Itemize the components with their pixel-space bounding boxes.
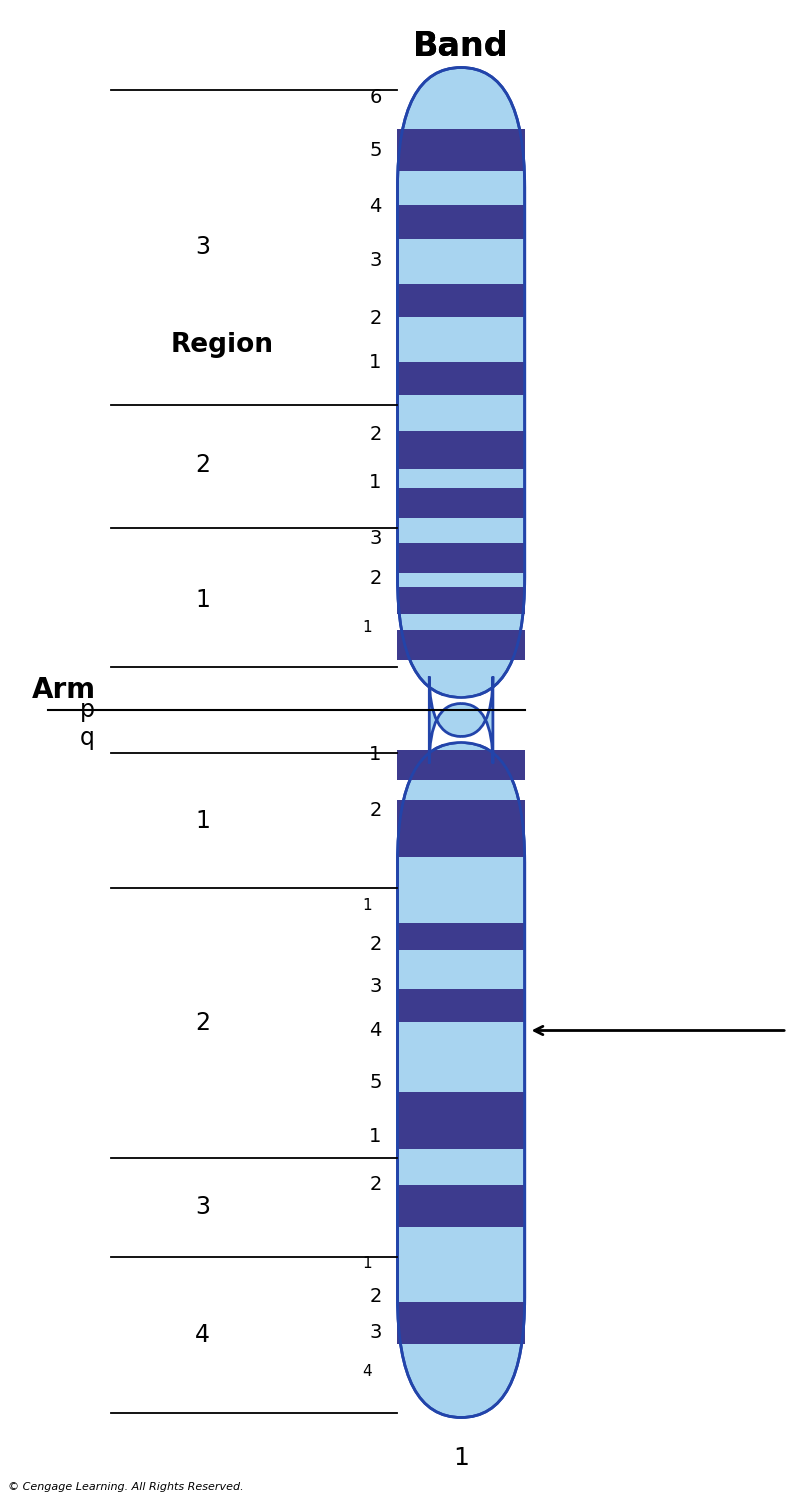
Text: 6: 6 — [369, 88, 382, 106]
Text: 1: 1 — [363, 898, 372, 914]
Text: Band: Band — [413, 30, 509, 63]
FancyBboxPatch shape — [429, 676, 493, 764]
Bar — [398, 362, 525, 394]
Text: 2: 2 — [369, 1176, 382, 1194]
Text: 2: 2 — [196, 453, 210, 477]
Text: 3: 3 — [369, 1323, 382, 1341]
Text: 2: 2 — [369, 801, 382, 819]
Text: Arm: Arm — [32, 676, 96, 703]
Bar — [398, 696, 525, 744]
Text: 3: 3 — [369, 530, 382, 548]
Text: 1: 1 — [196, 808, 210, 832]
Text: 3: 3 — [196, 1196, 210, 1219]
Text: 2: 2 — [369, 936, 382, 954]
Text: 1: 1 — [196, 588, 210, 612]
Text: 1: 1 — [369, 474, 382, 492]
Bar — [398, 586, 525, 613]
Bar — [398, 432, 525, 468]
Text: 4: 4 — [196, 1323, 210, 1347]
Bar — [398, 630, 525, 660]
Bar — [398, 284, 525, 316]
Bar — [398, 129, 525, 171]
Text: 5: 5 — [369, 1074, 382, 1092]
Bar — [398, 1302, 525, 1344]
Text: 1: 1 — [453, 1446, 469, 1470]
Bar — [398, 1092, 525, 1149]
Text: 3: 3 — [196, 236, 210, 260]
Bar — [398, 800, 525, 856]
Bar — [398, 922, 525, 950]
Text: 3: 3 — [369, 252, 382, 270]
Text: 1: 1 — [369, 354, 382, 372]
Text: 1: 1 — [363, 620, 372, 634]
Bar — [398, 543, 525, 573]
Text: 2: 2 — [369, 309, 382, 327]
Bar — [398, 206, 525, 238]
Text: p: p — [80, 698, 95, 721]
Text: Band: Band — [413, 30, 509, 63]
Text: 4: 4 — [369, 1022, 382, 1040]
Text: 1: 1 — [363, 1256, 372, 1270]
Text: 1: 1 — [369, 746, 382, 764]
Text: 5: 5 — [369, 141, 382, 159]
Text: 4: 4 — [369, 198, 382, 216]
Text: © Cengage Learning. All Rights Reserved.: © Cengage Learning. All Rights Reserved. — [8, 1482, 243, 1492]
Bar — [398, 988, 525, 1022]
Bar — [398, 488, 525, 518]
Text: 2: 2 — [369, 426, 382, 444]
Text: q: q — [80, 726, 95, 750]
Bar — [398, 1185, 525, 1227]
Text: Region: Region — [171, 332, 274, 358]
FancyBboxPatch shape — [398, 68, 525, 698]
Text: 2: 2 — [196, 1011, 210, 1035]
Text: 4: 4 — [363, 1364, 372, 1378]
Text: 2: 2 — [369, 1287, 382, 1305]
FancyBboxPatch shape — [398, 742, 525, 1418]
Bar — [398, 750, 525, 780]
Text: 2: 2 — [369, 570, 382, 588]
Text: 3: 3 — [369, 978, 382, 996]
Text: 1: 1 — [369, 1128, 382, 1146]
